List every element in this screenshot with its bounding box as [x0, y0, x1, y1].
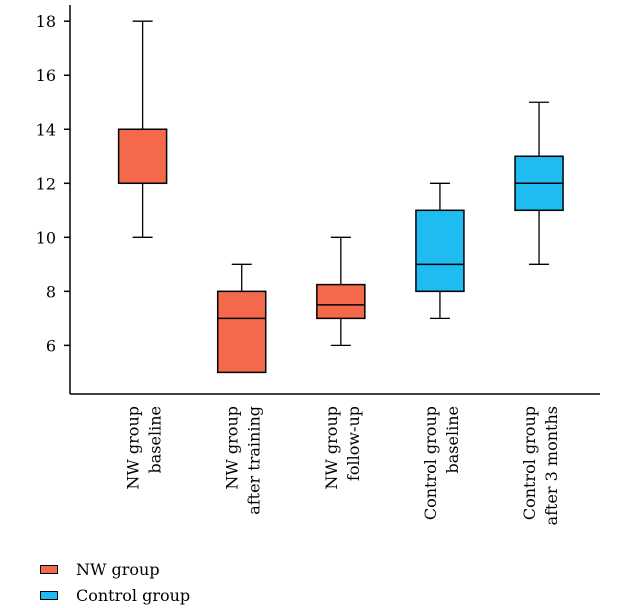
y-tick-label: 12 [36, 174, 56, 193]
category-label-5: Control group after 3 months [520, 406, 561, 525]
y-tick-label: 10 [36, 228, 56, 247]
legend-item-control: Control group [40, 582, 190, 608]
legend-label-control: Control group [76, 585, 191, 605]
legend: NW group Control group [40, 556, 190, 608]
box-iqr [216, 290, 267, 374]
y-tick-label: 18 [36, 12, 56, 31]
legend-swatch-nw [40, 564, 58, 574]
x-axis-labels: NW group baseline NW group after training NW… [124, 406, 561, 525]
category-label-line: follow-up [344, 406, 363, 481]
y-tick-label: 16 [36, 66, 56, 85]
box-iqr [316, 283, 366, 320]
boxes [117, 20, 564, 374]
y-axis: 6 8 10 12 14 16 18 [36, 5, 600, 395]
category-label-line: NW group [223, 406, 242, 490]
category-label-1: NW group baseline [124, 406, 165, 490]
category-label-line: after 3 months [542, 406, 561, 525]
category-label-line: baseline [146, 406, 165, 473]
category-label-3: NW group follow-up [322, 406, 363, 490]
legend-swatch-control [40, 590, 58, 600]
box-3 [316, 236, 366, 347]
box-iqr [117, 128, 168, 185]
category-label-line: Control group [421, 406, 440, 520]
category-label-line: baseline [443, 406, 462, 473]
box-4 [415, 182, 465, 320]
category-label-4: Control group baseline [421, 406, 462, 520]
box-1 [117, 20, 168, 238]
box-5 [514, 101, 564, 265]
category-label-2: NW group after training [223, 406, 264, 515]
y-tick-label: 14 [36, 120, 56, 139]
box-2 [216, 263, 267, 374]
category-label-line: after training [245, 406, 264, 515]
category-label-line: NW group [322, 406, 341, 490]
y-tick-label: 8 [46, 282, 56, 301]
box-iqr [415, 209, 465, 293]
category-label-line: Control group [520, 406, 539, 520]
y-tick-label: 6 [46, 336, 56, 355]
legend-item-nw: NW group [40, 556, 190, 582]
category-label-line: NW group [124, 406, 143, 490]
legend-label-nw: NW group [76, 559, 160, 579]
